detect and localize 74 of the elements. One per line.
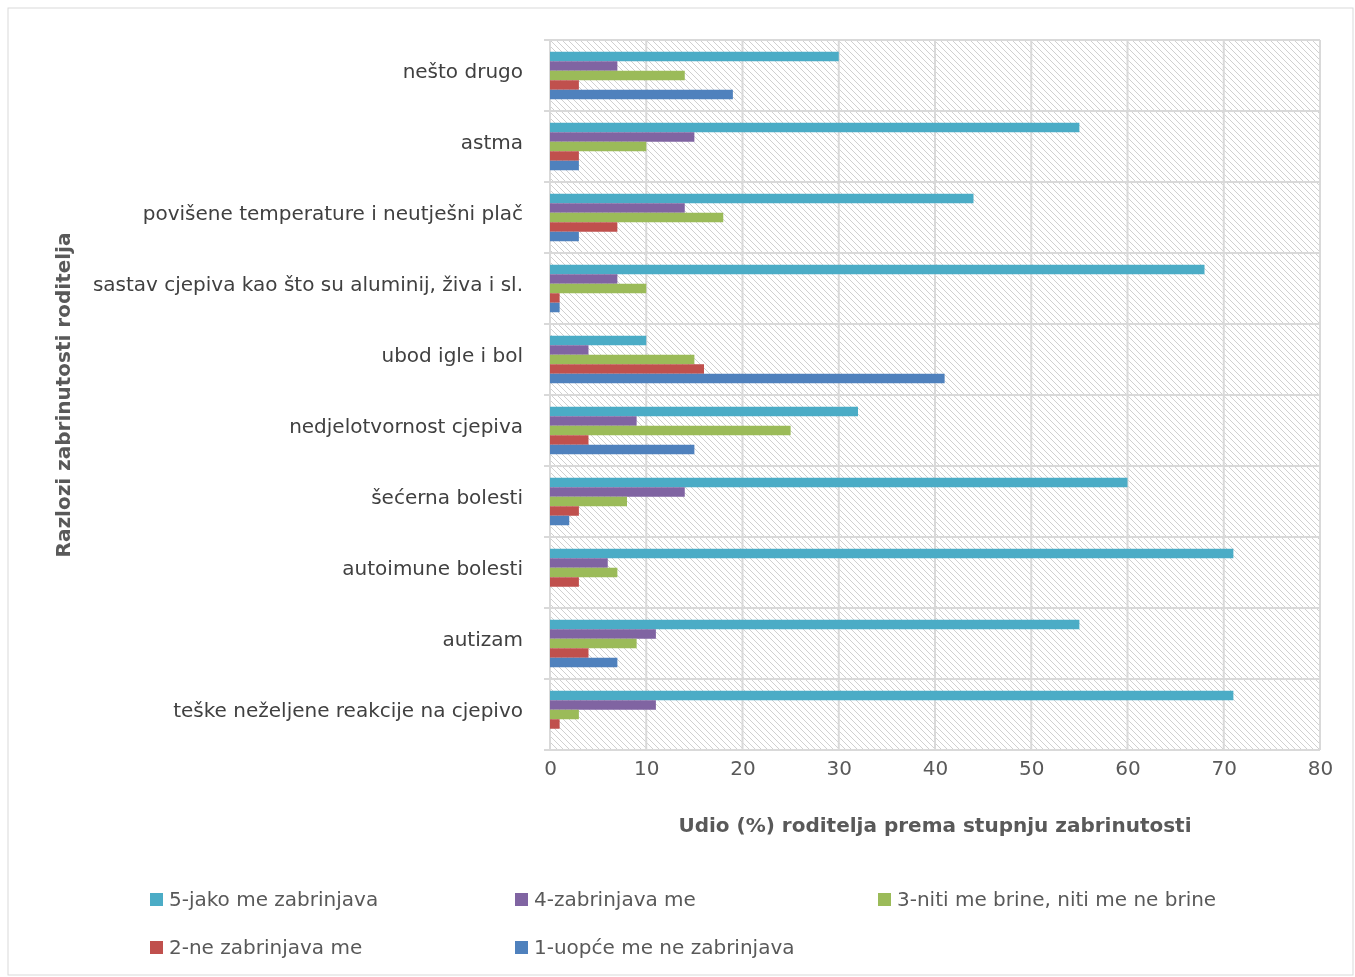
legend-label: 2-ne zabrinjava me	[169, 935, 363, 959]
x-tick-label: 30	[826, 756, 852, 781]
bar	[550, 709, 579, 720]
bar	[550, 122, 1080, 133]
y-tick-label: šećerna bolesti	[371, 484, 523, 509]
bar	[550, 160, 579, 171]
bar	[550, 132, 695, 142]
bar	[550, 222, 618, 232]
bar	[550, 80, 579, 90]
x-tick-label: 20	[730, 756, 756, 781]
y-tick-label: ubod igle i bol	[381, 342, 523, 367]
bar	[550, 648, 589, 658]
bar	[550, 141, 647, 152]
y-tick-label: autizam	[442, 626, 523, 651]
x-tick-label: 10	[634, 756, 660, 781]
bar	[550, 558, 608, 568]
bar	[550, 477, 1128, 488]
x-tick-label: 60	[1115, 756, 1141, 781]
legend-label: 1-uopće me ne zabrinjava	[534, 935, 795, 959]
bar	[550, 283, 647, 294]
bar	[550, 231, 579, 242]
bar	[550, 364, 704, 374]
bar	[550, 89, 733, 100]
bar	[550, 212, 724, 223]
y-axis-title: Razlozi zabrinutosti roditelja	[51, 232, 75, 558]
bar	[550, 203, 685, 213]
legend-label: 4-zabrinjava me	[534, 887, 696, 911]
y-tick-label: povišene temperature i neutješni plač	[142, 200, 523, 225]
x-axis-title: Udio (%) roditelja prema stupnju zabrinutosti	[678, 813, 1192, 837]
bar	[550, 345, 589, 355]
x-tick-label: 0	[544, 756, 557, 781]
bar	[550, 61, 618, 71]
bar	[550, 506, 579, 516]
bar	[550, 354, 695, 365]
bar	[550, 690, 1234, 701]
legend-label: 5-jako me zabrinjava	[169, 887, 379, 911]
x-tick-label: 80	[1307, 756, 1334, 781]
bar	[550, 619, 1080, 630]
x-tick-label: 40	[922, 756, 949, 781]
bar	[550, 548, 1234, 559]
bar	[550, 406, 858, 417]
x-tick-label: 70	[1211, 756, 1237, 781]
bar	[550, 444, 695, 455]
bar	[550, 416, 637, 426]
bar	[550, 335, 647, 346]
bar	[550, 293, 560, 303]
y-tick-label: teške neželjene reakcije na cjepivo	[173, 697, 523, 722]
bar	[550, 638, 637, 649]
y-tick-label: nešto drugo	[402, 58, 523, 83]
y-tick-label: autoimune bolesti	[342, 555, 523, 580]
bar	[550, 577, 579, 587]
bar	[550, 151, 579, 161]
x-tick-label: 50	[1019, 756, 1045, 781]
bar	[550, 657, 618, 668]
bar	[550, 274, 618, 284]
bar	[550, 515, 570, 526]
bar	[550, 629, 656, 639]
bar	[550, 51, 839, 62]
bar	[550, 193, 974, 204]
legend-label: 3-niti me brine, niti me ne brine	[897, 887, 1217, 911]
bar	[550, 496, 627, 507]
bar	[550, 264, 1205, 275]
bar	[550, 487, 685, 497]
bar	[550, 435, 589, 445]
bar	[550, 425, 791, 436]
bar	[550, 700, 656, 710]
bar	[550, 719, 560, 729]
y-tick-label: sastav cjepiva kao što su aluminij, živa i sl.	[92, 271, 523, 296]
bar	[550, 567, 618, 578]
bar	[550, 373, 945, 384]
y-tick-label: astma	[460, 129, 523, 154]
y-tick-label: nedjelotvornost cjepiva	[289, 413, 523, 438]
bar	[550, 302, 560, 313]
bar	[550, 70, 685, 81]
